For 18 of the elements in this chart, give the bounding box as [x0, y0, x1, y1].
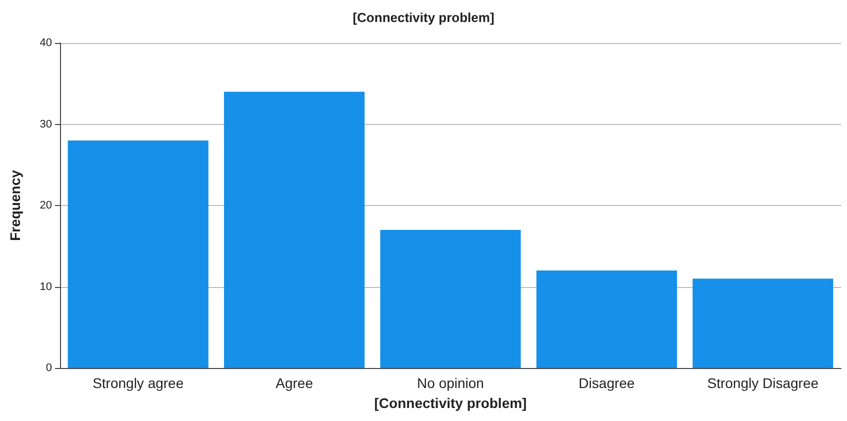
x-tick-label: Strongly Disagree	[707, 375, 819, 391]
x-tick-label: Agree	[276, 375, 314, 391]
x-tick-label: Disagree	[578, 375, 635, 391]
y-axis-title: Frequency	[7, 170, 23, 241]
bar	[224, 92, 365, 368]
y-tick-label: 10	[40, 280, 52, 293]
y-tick-label: 0	[46, 362, 52, 374]
bar	[68, 140, 208, 368]
bar	[380, 230, 521, 368]
x-tick-label: Strongly agree	[92, 375, 184, 391]
y-tick-label: 40	[40, 37, 52, 49]
y-tick-label: 20	[40, 200, 52, 212]
x-axis-title: [Connectivity problem]	[374, 395, 527, 411]
chart-title: [Connectivity problem]	[352, 10, 494, 25]
bar	[692, 278, 834, 368]
x-tick-label: No opinion	[417, 375, 484, 391]
y-tick-label: 30	[40, 118, 52, 130]
bar	[536, 270, 677, 368]
